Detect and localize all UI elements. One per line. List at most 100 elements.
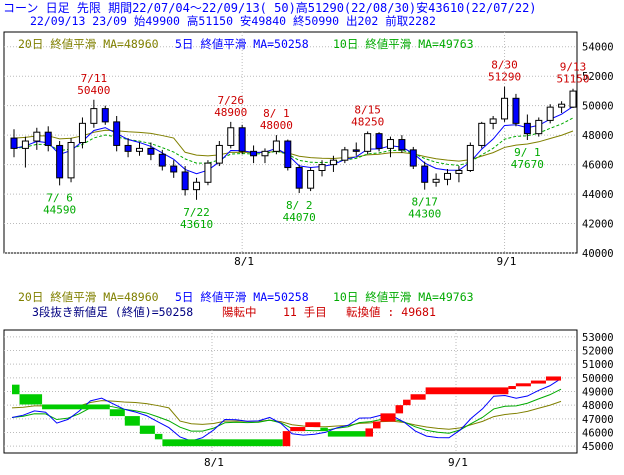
annotation-price: 47670 (511, 158, 544, 171)
y-tick-label: 42000 (582, 219, 614, 231)
x-tick-label: 8/1 (234, 255, 254, 268)
annotation-date: 8/17 (411, 196, 438, 209)
x-tick-label: 8/1 (204, 456, 224, 469)
brick (290, 427, 306, 432)
brick (305, 422, 321, 428)
candle-body (261, 150, 269, 157)
annotation-price: 51290 (488, 71, 521, 84)
candle-body (215, 144, 223, 164)
ma20-line (13, 129, 574, 162)
candle-body (318, 164, 326, 171)
candle-body (558, 103, 566, 108)
annotation-date: 8/ 1 (263, 107, 290, 120)
candle-body (364, 133, 372, 152)
candle-body (523, 122, 531, 135)
ma10-line (13, 117, 574, 166)
candle-body (250, 150, 258, 157)
brick (42, 404, 110, 410)
candle-body (444, 172, 452, 180)
legend-entry: 5日 終値平滑 MA=50258 (175, 37, 309, 51)
annotation-date: 9/13 (560, 61, 587, 74)
annotation-date: 7/22 (183, 206, 210, 219)
status-prefix: 3段抜き新値足 (終値)=50258 (32, 305, 193, 319)
brick (508, 386, 516, 390)
annotation-date: 8/ 2 (286, 199, 313, 212)
y-tick-label: 51000 (582, 359, 614, 371)
candle-body (569, 90, 577, 108)
annotation-price: 48250 (351, 115, 384, 128)
annotation-date: 7/11 (81, 72, 108, 85)
y-tick-label: 48000 (582, 400, 614, 412)
candle-body (546, 106, 554, 121)
candle-body (421, 165, 429, 183)
y-tick-label: 46000 (582, 160, 614, 172)
candle-body (170, 165, 178, 173)
legend-entry: 10日 終値平滑 MA=49763 (333, 37, 474, 51)
annotation-date: 8/15 (354, 103, 381, 116)
brick (395, 405, 404, 414)
brick (545, 376, 561, 381)
ma5-line (11, 378, 562, 442)
candle-body (352, 149, 360, 152)
candle-body (135, 147, 143, 152)
annotation-price: 48000 (260, 119, 293, 132)
candle-body (295, 167, 303, 189)
candle-body (158, 153, 166, 167)
candle-body (204, 162, 212, 183)
legend-entry: 10日 終値平滑 MA=49763 (333, 290, 474, 304)
y-tick-label: 53000 (582, 332, 614, 344)
y-tick-label: 52000 (582, 346, 614, 358)
candle-body (501, 97, 509, 120)
annotation-price: 44300 (408, 208, 441, 221)
candle-body (21, 140, 29, 149)
brick (154, 433, 163, 440)
annotation-price: 44590 (43, 203, 76, 216)
brick (12, 384, 20, 395)
candle-body (238, 127, 246, 152)
candle-body (329, 159, 337, 166)
candle-body (432, 178, 440, 183)
candle-body (272, 140, 280, 152)
brick (162, 439, 283, 447)
annotation-date: 8/30 (491, 59, 518, 72)
ma20-line (11, 400, 562, 430)
ma5-line (13, 106, 574, 175)
candle-body (227, 127, 235, 146)
legend-entry: 5日 終値平滑 MA=50258 (175, 290, 309, 304)
candle-body (307, 169, 315, 189)
brick (109, 409, 125, 417)
brick (139, 425, 155, 434)
y-tick-label: 54000 (582, 42, 614, 54)
y-tick-label: 44000 (582, 189, 614, 201)
annotation-date: 7/ 6 (46, 191, 73, 204)
brick (320, 427, 328, 432)
annotation-price: 51150 (556, 73, 589, 86)
y-tick-label: 52000 (582, 71, 614, 83)
candle-body (341, 149, 349, 161)
brick (410, 394, 426, 400)
brick (372, 421, 381, 429)
y-tick-label: 45000 (582, 441, 614, 453)
annotation-price: 44070 (283, 211, 316, 224)
annotation-price: 43610 (180, 218, 213, 231)
candle-body (78, 122, 86, 143)
status-pivot: 転換値 : 49681 (346, 305, 436, 319)
candle-body (44, 131, 52, 146)
candle-body (535, 119, 543, 135)
y-tick-label: 50000 (582, 373, 614, 385)
candle-body (193, 181, 201, 191)
candle-body (409, 149, 417, 167)
y-tick-label: 49000 (582, 387, 614, 399)
candle-body (56, 144, 64, 179)
y-tick-label: 47000 (582, 414, 614, 426)
candle-body (124, 144, 132, 152)
x-tick-label: 9/1 (448, 456, 468, 469)
annotation-date: 7/26 (218, 94, 245, 107)
brick (403, 399, 411, 406)
brick (365, 428, 373, 437)
y-tick-label: 50000 (582, 101, 614, 113)
candle-body (512, 97, 520, 124)
candle-body (466, 144, 474, 171)
